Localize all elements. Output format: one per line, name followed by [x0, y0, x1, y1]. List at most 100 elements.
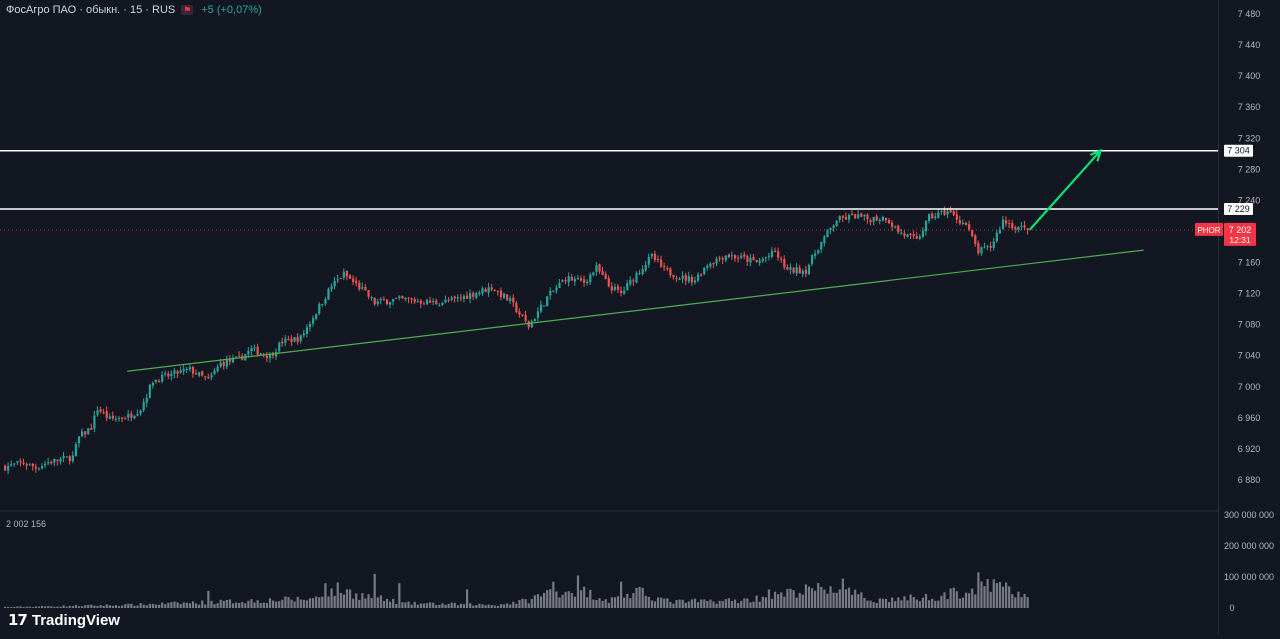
volume-bar: [31, 607, 34, 608]
volume-bar: [835, 592, 838, 608]
price-axis[interactable]: 7 480 7 440 7 400 7 360 7 320 7 280 7 240 7 160…: [1238, 9, 1261, 485]
volume-bar: [527, 603, 530, 608]
volume-bar: [829, 586, 832, 608]
candle-body: [573, 278, 576, 282]
candle-body: [937, 212, 940, 218]
volume-bar: [490, 604, 493, 608]
candle-body: [644, 264, 647, 271]
volume-bar: [241, 602, 244, 608]
volume-bar: [847, 587, 851, 608]
price-tick-label: 6 920: [1238, 444, 1261, 454]
projection-arrow[interactable]: [1028, 149, 1102, 231]
flag-icon[interactable]: ⚑: [181, 5, 194, 15]
candle-body: [567, 276, 570, 283]
candle-body: [546, 296, 549, 307]
volume-axis[interactable]: 300 000 000 200 000 000 100 000 000 0: [1224, 510, 1274, 613]
candle-body: [814, 253, 817, 256]
volume-tick-label: 200 000 000: [1224, 541, 1274, 551]
candle-body: [339, 277, 342, 279]
volume-bar: [758, 601, 761, 608]
volume-bar: [518, 600, 521, 608]
volume-bar: [111, 605, 114, 608]
candle-body: [355, 280, 358, 284]
volume-bar: [770, 598, 774, 608]
level-price-badge-label: 7 304: [1227, 146, 1250, 156]
candle-body: [521, 314, 524, 316]
candle-body: [185, 369, 188, 371]
candle-body: [275, 352, 278, 357]
candle-body: [65, 456, 68, 458]
volume-bar: [604, 599, 607, 608]
candle-body: [293, 337, 296, 342]
candle-body: [170, 373, 173, 377]
candle-body: [487, 287, 490, 293]
candle-body: [441, 302, 444, 305]
volume-bar: [231, 603, 235, 608]
volume-bar: [376, 597, 379, 608]
candle-body: [915, 236, 918, 239]
volume-bar: [690, 599, 694, 608]
candle-body: [256, 346, 259, 355]
tradingview-brand[interactable]: 17 TradingView: [8, 611, 120, 629]
volume-bar: [952, 587, 955, 608]
candle-body: [499, 290, 503, 298]
volume-bar: [336, 582, 339, 608]
volume-bar: [891, 597, 894, 608]
volume-bar: [823, 589, 826, 608]
symbol-title[interactable]: ФосАгро ПАО · обыкн. · 15 · RUS: [6, 4, 176, 16]
volume-bar: [961, 597, 965, 608]
candle-body: [1020, 226, 1023, 228]
candle-body: [145, 397, 148, 403]
volume-bar: [7, 606, 10, 608]
volume-bar: [573, 596, 576, 608]
candle-body: [968, 224, 971, 230]
candle-body: [539, 304, 543, 312]
volume-bar: [974, 594, 977, 608]
candle-body: [820, 241, 823, 250]
candle-body: [456, 297, 459, 299]
volume-bar: [576, 575, 580, 608]
support-trendline[interactable]: [127, 249, 1144, 372]
candle-body: [148, 384, 151, 398]
volume-bar: [228, 599, 232, 608]
volume-bar: [188, 603, 191, 608]
volume-bar: [1023, 593, 1026, 608]
volume-bar: [53, 606, 56, 608]
volume-bar: [142, 604, 145, 608]
symbol-legend[interactable]: ФосАгро ПАО · обыкн. · 15 · RUS ⚑ +5 (+0…: [6, 3, 262, 17]
candle-body: [315, 314, 318, 319]
volume-bar: [77, 606, 81, 608]
candle-body: [589, 274, 592, 283]
volume-bar: [121, 605, 124, 608]
volume-bar: [62, 605, 65, 608]
volume-bar: [422, 603, 426, 608]
volume-bar: [579, 590, 583, 608]
candle-body: [718, 257, 721, 259]
volume-bar: [567, 591, 570, 608]
volume-bar: [903, 596, 906, 608]
volume-bar: [851, 594, 854, 608]
volume-bar: [256, 600, 259, 608]
volume-bar: [595, 600, 598, 608]
candle-body: [398, 296, 401, 298]
volume-bar: [718, 600, 721, 608]
volume-bar: [96, 605, 99, 608]
level-price-badge: [1224, 202, 1253, 215]
volume-bar: [176, 602, 179, 608]
candle-body: [34, 466, 37, 469]
volume-bar: [869, 600, 872, 608]
candle-body: [786, 267, 789, 270]
candle-body: [647, 256, 650, 265]
candle-body: [635, 273, 638, 283]
volume-bar: [145, 605, 148, 608]
candle-body: [770, 250, 774, 257]
candle-body: [743, 254, 746, 257]
candle-body: [838, 215, 841, 220]
volume-bar: [743, 598, 746, 608]
candle-body: [632, 280, 635, 282]
volume-bar: [478, 603, 481, 608]
ticker-badge: [1195, 222, 1223, 236]
volume-bar: [660, 597, 663, 608]
